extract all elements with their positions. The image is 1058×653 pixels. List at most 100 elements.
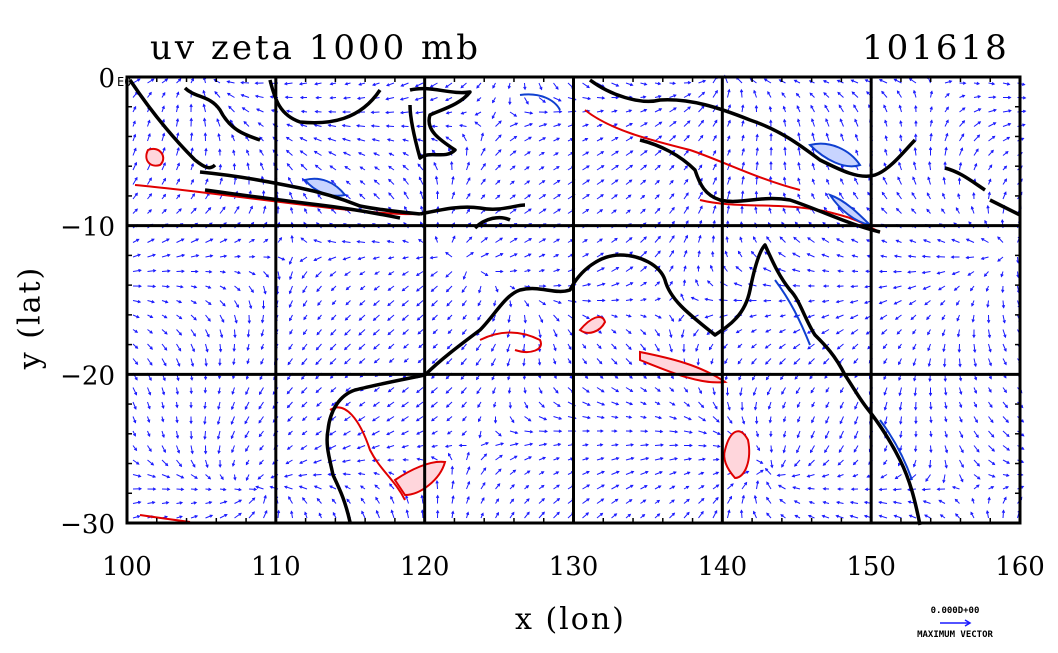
wind-vector-head <box>414 97 419 101</box>
wind-vector <box>770 445 773 452</box>
wind-vector-head <box>202 103 206 108</box>
wind-vector-head <box>769 119 773 123</box>
wind-vector <box>314 137 322 142</box>
wind-vector <box>524 456 532 461</box>
wind-vector-head <box>218 464 222 468</box>
wind-vector <box>315 358 322 365</box>
wind-vector <box>973 459 980 467</box>
wind-vector-head <box>237 270 242 275</box>
wind-vector-head <box>914 105 918 109</box>
wind-vector-head <box>402 470 407 474</box>
wind-vector-head <box>388 192 392 196</box>
wind-vector-head <box>924 302 928 306</box>
wind-vector-head <box>289 191 293 196</box>
wind-vector-head <box>300 163 304 168</box>
wind-vector <box>683 430 692 434</box>
wind-vector-head <box>287 361 291 366</box>
wind-vector-head <box>189 103 193 108</box>
wind-vector-head <box>935 255 940 259</box>
wind-vector-head <box>629 388 634 392</box>
wind-vector <box>387 300 395 306</box>
wind-vector <box>374 179 380 185</box>
wind-vector-head <box>615 389 620 393</box>
wind-vector-head <box>840 389 844 394</box>
wind-vector <box>582 179 590 185</box>
wind-vector-head <box>341 123 346 128</box>
wind-vector-head <box>214 90 218 95</box>
wind-vector-head <box>429 256 434 260</box>
wind-vector-head <box>207 318 211 322</box>
wind-vector-head <box>484 272 489 276</box>
wind-vector-head <box>231 391 235 395</box>
wind-vector-head <box>629 164 634 168</box>
wind-vector-head <box>161 118 165 123</box>
wind-vector-head <box>231 449 235 454</box>
wind-vector-head <box>203 450 208 455</box>
wind-vector-head <box>700 404 705 409</box>
wind-vector-head <box>263 205 267 210</box>
wind-vector <box>596 194 604 200</box>
wind-vector-head <box>181 253 186 258</box>
wind-vector <box>794 459 801 467</box>
wind-vector-head <box>908 301 913 305</box>
wind-vector <box>997 256 1004 262</box>
wind-vector <box>882 177 888 185</box>
wind-vector <box>217 416 221 425</box>
wind-vector <box>227 92 235 98</box>
wind-vector-head <box>656 194 660 198</box>
wind-vector <box>596 401 605 406</box>
wind-vector <box>1002 445 1010 451</box>
wind-vector-head <box>755 161 759 165</box>
wind-vector-head <box>317 302 321 306</box>
wind-vector-head <box>241 107 246 111</box>
wind-vector-head <box>878 301 883 305</box>
wind-vector-head <box>386 403 391 408</box>
wind-vector-head <box>796 449 800 454</box>
wind-vector-head <box>328 110 332 114</box>
wind-vector-head <box>670 388 675 392</box>
wind-vector-head <box>372 256 377 260</box>
wind-vector <box>625 123 633 127</box>
wind-vector <box>712 164 717 171</box>
wind-vector <box>553 329 558 337</box>
wind-vector-head <box>972 334 976 339</box>
wind-vector-head <box>299 95 304 100</box>
wind-vector-head <box>762 283 767 287</box>
wind-vector-head <box>202 117 207 122</box>
wind-vector-head <box>537 362 542 366</box>
wind-vector <box>316 498 322 504</box>
wind-vector <box>596 457 604 461</box>
wind-vector-head <box>695 348 699 352</box>
wind-vector <box>176 105 179 113</box>
wind-vector <box>147 300 155 303</box>
wind-vector-head <box>997 236 1001 240</box>
wind-vector <box>190 515 198 519</box>
wind-vector <box>712 387 716 395</box>
wind-vector-head <box>1003 496 1007 501</box>
wind-vector <box>524 416 531 422</box>
wind-vector <box>445 97 453 101</box>
wind-vector-head <box>260 361 264 365</box>
wind-vector <box>695 279 699 287</box>
wind-vector-head <box>780 514 784 518</box>
wind-vector-head <box>277 276 281 281</box>
wind-vector <box>219 343 222 352</box>
wind-vector <box>402 387 409 393</box>
wind-vector-head <box>821 237 825 241</box>
wind-vector-head <box>822 284 827 288</box>
wind-vector-head <box>193 207 197 211</box>
wind-vector <box>763 267 772 272</box>
wind-vector-head <box>849 514 854 518</box>
wind-vector-head <box>955 207 959 211</box>
wind-vector-head <box>910 316 914 321</box>
wind-vector <box>765 468 772 475</box>
wind-vector <box>779 499 786 504</box>
wind-vector-head <box>686 134 690 139</box>
wind-vector-head <box>851 346 856 350</box>
wind-vector-head <box>329 432 333 436</box>
wind-vector-head <box>511 180 515 184</box>
wind-vector <box>777 268 786 272</box>
wind-vector-head <box>445 274 449 278</box>
wind-vector-head <box>899 421 903 425</box>
wind-vector <box>738 251 743 258</box>
